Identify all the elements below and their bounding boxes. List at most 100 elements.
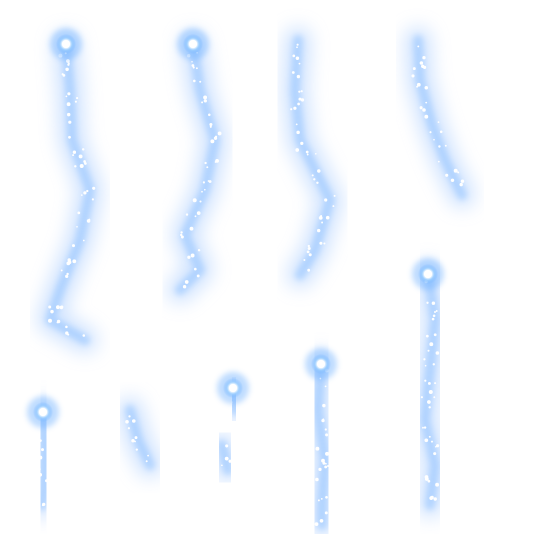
sparkle-particle (430, 495, 434, 500)
sparkle-particle (83, 191, 87, 195)
sparkle-particle (417, 45, 420, 48)
sparkle-particle (80, 194, 83, 196)
sparkle-particle (437, 160, 440, 163)
sparkle-particle (296, 46, 298, 49)
sparkle-particle (423, 358, 426, 361)
sparkle-particle (324, 511, 328, 515)
sparkle-particle (65, 274, 69, 279)
trail-core-glow (290, 35, 335, 280)
sparkle-particle (428, 406, 431, 409)
sparkle-particle (321, 458, 325, 463)
sparkle-particle (322, 461, 326, 465)
sparkle-particle (327, 464, 330, 468)
sparkle-particle (429, 131, 432, 134)
sparkle-particle (424, 114, 429, 119)
sparkle-particle (39, 439, 42, 442)
sparkle-particle (199, 200, 202, 203)
sparkle-particle (135, 448, 138, 451)
sparkle-particle (77, 211, 81, 215)
sparkle-particle (314, 522, 319, 526)
sparkle-particle (316, 181, 319, 185)
sparkle-particle (435, 310, 438, 312)
sparkle-particle (433, 138, 435, 141)
sparkle-particle (36, 475, 39, 478)
sparkle-particle (72, 150, 77, 154)
sparkle-particle (187, 255, 191, 259)
sparkle-particle (457, 171, 460, 174)
sparkle-particle (432, 363, 435, 366)
trail-frame (305, 348, 338, 534)
sparkle-particle (325, 451, 329, 456)
sparkle-particle (196, 211, 201, 215)
sparkle-particle (300, 90, 303, 93)
sparkle-particle (180, 233, 183, 237)
sparkle-particle (424, 86, 429, 90)
sparkle-particle (422, 56, 426, 60)
sparkle-particle (196, 274, 200, 278)
sparkle-particle (426, 301, 429, 304)
sparkle-particle (66, 261, 71, 266)
sparkle-particle (450, 178, 455, 183)
trail-frame (412, 258, 448, 518)
sparkle-particle (134, 440, 136, 443)
sparkle-particle (65, 95, 68, 98)
orb-center (317, 360, 325, 368)
sparkle-particle (321, 221, 324, 224)
sparkle-particle (76, 97, 79, 100)
sparkle-particle (324, 385, 327, 388)
trail-frame (27, 396, 59, 518)
sparkle-particle (66, 272, 69, 276)
sparkle-particle (84, 162, 87, 165)
sparkle-particle (201, 190, 203, 193)
sparkle-particle (210, 139, 215, 144)
sparkle-particle (34, 502, 37, 506)
sparkle-particle (82, 334, 86, 337)
sparkle-particle (416, 82, 421, 87)
sparkle-particle (201, 101, 204, 104)
sparkle-particle (332, 205, 335, 208)
sparkle-particle (228, 459, 232, 463)
sparkle-particle (325, 462, 327, 465)
sparkle-particle (208, 180, 212, 183)
sparkle-particle (308, 253, 312, 257)
sparkle-particle (424, 379, 427, 382)
sparkle-particle (432, 314, 436, 318)
sparkle-particle (291, 71, 295, 74)
sparkle-particle (333, 194, 336, 197)
sparkle-particle (41, 504, 45, 507)
sparkle-particle (427, 479, 431, 483)
sparkle-particle (311, 174, 314, 177)
sparkle-particle (319, 518, 324, 523)
sparkle-particle (422, 108, 426, 112)
sparkle-particle (81, 148, 85, 151)
sparkle-particle (145, 460, 148, 463)
sparkle-particle (199, 80, 202, 83)
sparkle-particle (185, 213, 189, 216)
sparkle-particle (295, 123, 298, 126)
sparkle-particle (315, 446, 320, 451)
trail-core-glow (420, 269, 440, 510)
sparkle-particle (318, 467, 322, 472)
sparkle-particle (217, 131, 222, 136)
sparkle-particle (412, 67, 416, 71)
sparkle-particle (307, 244, 310, 248)
sparkle-particle (74, 165, 77, 168)
sparkle-particle (425, 334, 429, 338)
sparkle-particle (433, 396, 436, 399)
sparkle-particle (65, 67, 69, 72)
orb-center (424, 270, 432, 278)
trail-core-glow (413, 35, 467, 200)
sparkle-particle (78, 154, 83, 159)
sparkle-particle (206, 166, 209, 169)
sparkle-particle (444, 144, 447, 147)
sparkle-particle (72, 259, 77, 264)
trail-frame (37, 28, 103, 353)
sparkle-particle (38, 449, 41, 452)
sparkle-particle (214, 135, 218, 138)
sparkle-particle (147, 454, 149, 457)
sparkle-particle (209, 125, 212, 128)
sparkle-particle (439, 130, 443, 134)
sparkle-particle (68, 120, 72, 124)
